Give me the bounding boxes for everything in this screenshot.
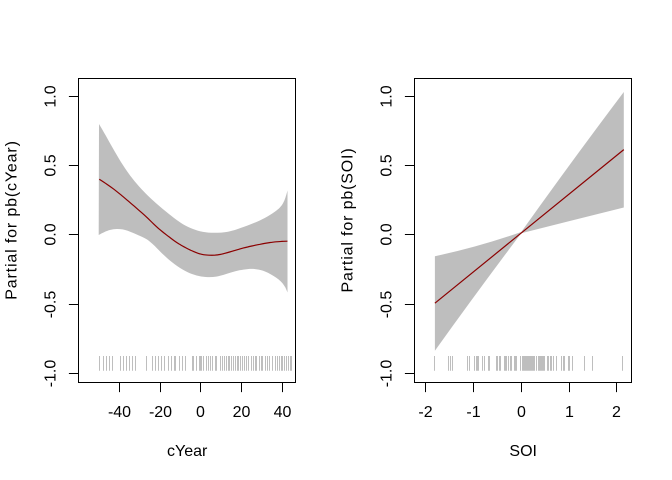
- svg-text:-1.0: -1.0: [43, 360, 60, 388]
- svg-text:1: 1: [565, 404, 574, 421]
- svg-text:20: 20: [233, 404, 251, 421]
- svg-text:0.0: 0.0: [379, 223, 396, 245]
- svg-text:-2: -2: [418, 404, 432, 421]
- svg-text:SOI: SOI: [509, 443, 537, 460]
- svg-text:1.0: 1.0: [43, 85, 60, 107]
- svg-text:0.5: 0.5: [379, 154, 396, 176]
- svg-text:-1: -1: [466, 404, 480, 421]
- svg-text:-0.5: -0.5: [379, 291, 396, 319]
- svg-text:0: 0: [196, 404, 205, 421]
- svg-text:0.0: 0.0: [43, 223, 60, 245]
- svg-text:cYear: cYear: [167, 443, 208, 460]
- svg-text:2: 2: [612, 404, 621, 421]
- svg-text:-40: -40: [108, 404, 131, 421]
- svg-text:0: 0: [517, 404, 526, 421]
- svg-text:Partial for pb(SOI): Partial for pb(SOI): [340, 147, 357, 292]
- svg-text:1.0: 1.0: [379, 85, 396, 107]
- svg-text:Partial for pb(cYear): Partial for pb(cYear): [4, 140, 21, 300]
- svg-text:-1.0: -1.0: [379, 360, 396, 388]
- svg-text:-0.5: -0.5: [43, 291, 60, 319]
- svg-text:-20: -20: [149, 404, 172, 421]
- svg-text:0.5: 0.5: [43, 154, 60, 176]
- svg-text:40: 40: [274, 404, 292, 421]
